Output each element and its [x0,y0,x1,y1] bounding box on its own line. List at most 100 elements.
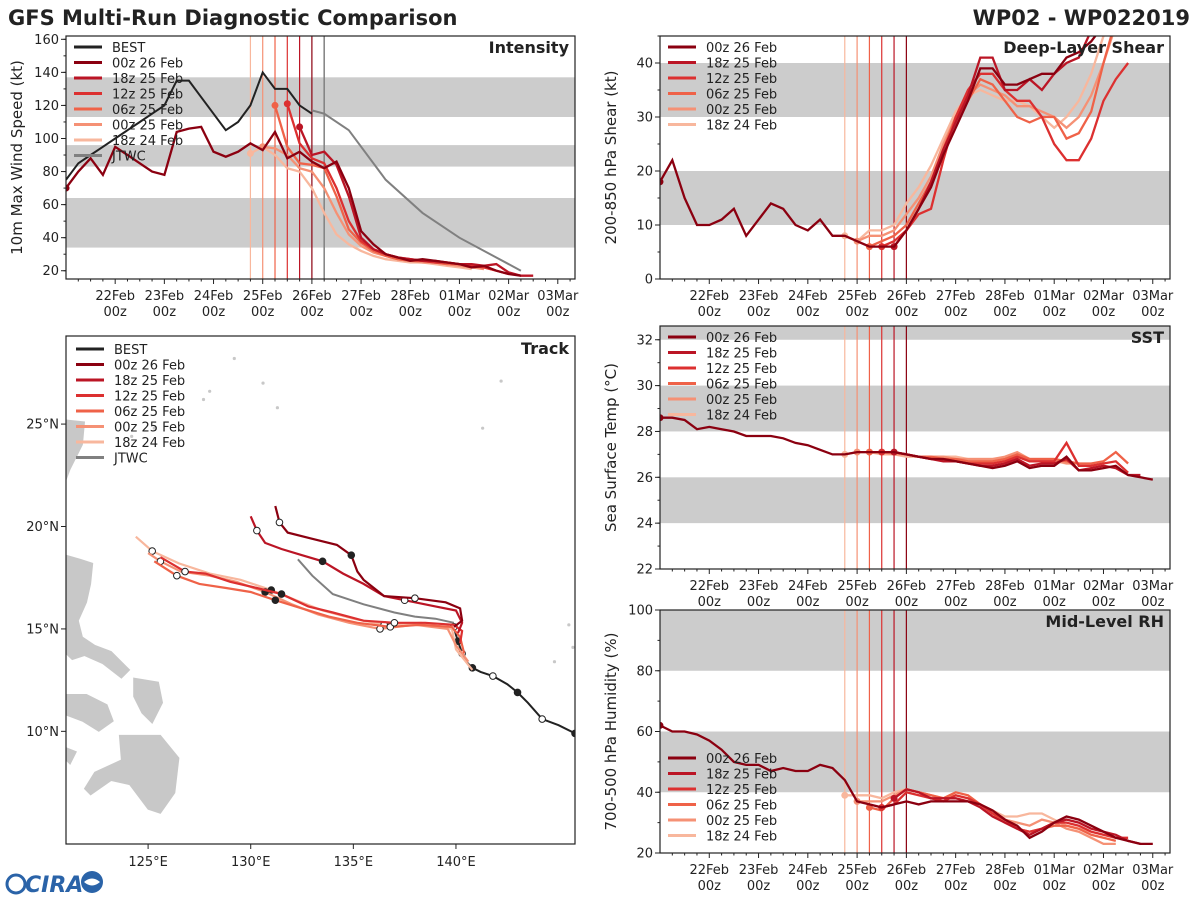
init-marker [271,101,279,109]
cira-logo-swoosh [84,878,100,886]
jtwc-line [311,109,522,272]
x-tick-label: 26Feb [292,289,332,304]
legend-label: 00z 25 Feb [706,814,777,829]
x-tick-hour: 00z [845,305,869,320]
rh-plot-area [660,610,1170,853]
y-tick-label: 60 [636,725,653,740]
y-tick-label: 160 [34,33,59,48]
track-marker [390,618,399,627]
x-tick-label: 23Feb [739,579,779,594]
x-tick-hour: 00z [1092,595,1116,610]
y-tick-label: 0 [645,273,653,288]
x-tick-hour: 00z [1141,879,1165,894]
best-marker [513,688,522,697]
init-marker [841,791,849,799]
x-tick-hour: 00z [546,305,570,320]
track-marker [173,571,181,580]
legend-label: 06z 25 Feb [706,88,777,103]
x-tick-label: 22Feb [689,289,729,304]
legend-label: 06z 25 Feb [114,405,185,420]
series-line-0 [660,36,1097,248]
landmass [66,419,86,482]
series-line-0 [66,125,522,277]
x-tick-label: 24Feb [788,863,828,878]
track-title: Track [521,339,569,358]
y-tick-label: 30 [636,111,653,126]
x-tick-label: 22Feb [689,863,729,878]
track-marker [271,596,280,605]
island [232,356,236,361]
jtwc-track [297,558,455,624]
legend-label: BEST [112,41,145,56]
island [208,389,212,393]
best-marker [571,729,575,738]
shade-band [660,385,1170,432]
x-tick-label: 24Feb [788,579,828,594]
x-tick-label: 25Feb [837,289,877,304]
intensity-panel: 2040608010012014016022Feb00z23Feb00z24Fe… [8,33,579,320]
track-axes-frame [65,335,576,845]
x-tick-label: 27Feb [936,579,976,594]
intensity-title: Intensity [489,38,570,57]
x-tick-label: 28Feb [985,579,1025,594]
y-tick-label: 20 [636,165,653,180]
legend-label: 00z 26 Feb [114,359,185,374]
x-tick-hour: 00z [845,879,869,894]
lon-tick-label: 125°E [128,855,168,870]
x-tick-hour: 00z [993,879,1017,894]
x-tick-label: 27Feb [936,289,976,304]
island [130,434,134,438]
y-tick-label: 20 [42,264,59,279]
x-tick-label: 26Feb [887,863,927,878]
series-line-5 [249,145,472,271]
track-marker [253,526,261,535]
x-tick-label: 01Mar [439,289,481,304]
track-marker [277,590,286,598]
init-marker [660,178,664,186]
init-marker [246,149,254,157]
x-tick-label: 23Feb [739,289,779,304]
y-tick-label: 10 [636,219,653,234]
legend-label: 18z 24 Feb [706,119,777,134]
legend-label: 00z 26 Feb [706,331,777,346]
x-tick-hour: 00z [698,305,722,320]
island [261,381,265,385]
lat-tick-label: 15°N [26,622,59,637]
legend-label: JTWC [113,452,148,467]
shade-band [660,326,1170,340]
x-tick-label: 02Mar [1083,579,1125,594]
series-line-4 [856,36,1114,243]
x-tick-label: 02Mar [488,289,530,304]
track-line-3 [153,560,466,654]
x-tick-label: 22Feb [689,579,729,594]
sst-panel: 22242628303222Feb00z23Feb00z24Feb00z25Fe… [602,325,1174,610]
lon-tick-label: 140°E [436,855,476,870]
landmass [83,734,180,814]
series-line-3 [868,36,1113,248]
rh-panel: 2040608010022Feb00z23Feb00z24Feb00z25Feb… [602,604,1174,895]
x-tick-hour: 00z [1141,305,1165,320]
legend-label: 00z 25 Feb [706,393,777,408]
y-tick-label: 28 [636,425,653,440]
x-tick-hour: 00z [1043,595,1067,610]
storm-id: WP02 - WP022019 [973,6,1190,30]
track-marker [347,551,356,559]
x-tick-label: 25Feb [837,863,877,878]
x-tick-hour: 00z [993,305,1017,320]
island [481,426,485,430]
legend-label: 18z 25 Feb [706,768,777,783]
x-tick-label: 23Feb [739,863,779,878]
legend-label: 18z 25 Feb [114,374,185,389]
legend-label: 00z 25 Feb [112,119,183,134]
legend-label: 06z 25 Feb [706,799,777,814]
sst-plot-area [660,326,1170,569]
x-tick-hour: 00z [993,595,1017,610]
legend-label: 18z 25 Feb [706,347,777,362]
shade-band [660,610,1170,671]
legend-label: 06z 25 Feb [706,378,777,393]
y-tick-label: 100 [628,604,653,619]
island [275,406,279,410]
track-panel: 125°E 130°E 135°E 140°E 10°N 15°N 20°N 25°N Trac… [26,335,576,870]
